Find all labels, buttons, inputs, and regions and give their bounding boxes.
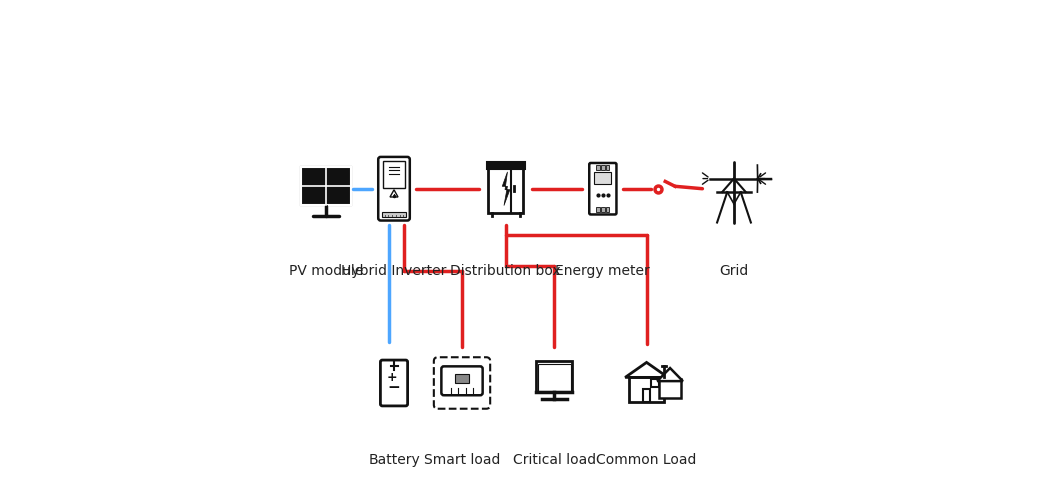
FancyBboxPatch shape (489, 165, 523, 213)
FancyBboxPatch shape (536, 361, 572, 392)
Polygon shape (625, 363, 668, 377)
FancyBboxPatch shape (601, 165, 604, 170)
FancyBboxPatch shape (659, 379, 681, 398)
Text: Grid: Grid (720, 264, 748, 278)
Text: +: + (386, 371, 398, 384)
Text: Smart load: Smart load (424, 453, 500, 467)
Text: −: − (388, 380, 401, 395)
FancyBboxPatch shape (630, 377, 664, 402)
FancyBboxPatch shape (455, 374, 470, 383)
Polygon shape (502, 172, 510, 206)
FancyBboxPatch shape (642, 389, 651, 402)
Polygon shape (657, 368, 683, 381)
FancyBboxPatch shape (595, 172, 612, 184)
Text: Hybrid Inverter: Hybrid Inverter (341, 264, 446, 278)
FancyBboxPatch shape (606, 165, 609, 170)
Text: Critical load: Critical load (513, 453, 596, 467)
Text: PV module: PV module (289, 264, 364, 278)
FancyBboxPatch shape (651, 379, 658, 387)
FancyBboxPatch shape (381, 360, 408, 406)
FancyBboxPatch shape (537, 364, 570, 391)
FancyBboxPatch shape (487, 162, 525, 169)
FancyBboxPatch shape (597, 165, 600, 170)
FancyBboxPatch shape (589, 163, 617, 214)
FancyBboxPatch shape (597, 207, 600, 212)
Text: Common Load: Common Load (597, 453, 696, 467)
Text: Energy meter: Energy meter (555, 264, 650, 278)
Text: Distribution box: Distribution box (450, 264, 561, 278)
FancyBboxPatch shape (601, 207, 604, 212)
FancyBboxPatch shape (441, 367, 482, 395)
Text: Battery: Battery (368, 453, 420, 467)
FancyBboxPatch shape (382, 212, 406, 217)
FancyBboxPatch shape (434, 357, 490, 409)
FancyBboxPatch shape (301, 166, 351, 205)
FancyBboxPatch shape (383, 161, 405, 188)
FancyBboxPatch shape (378, 157, 410, 220)
FancyBboxPatch shape (606, 207, 609, 212)
